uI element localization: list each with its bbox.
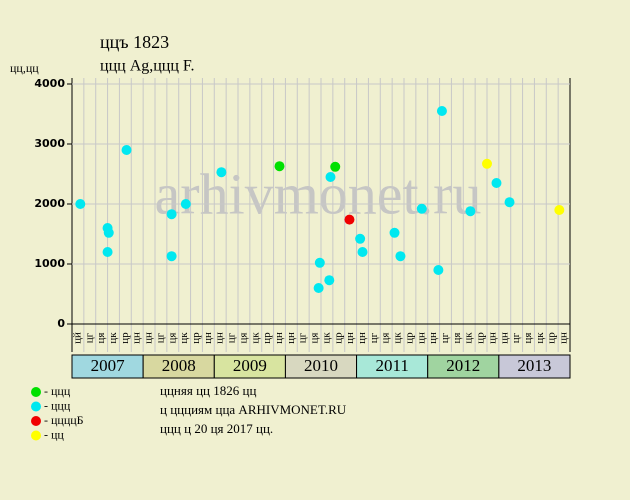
month-label: цн [285,332,297,344]
point [389,227,400,238]
month-label: ця [237,333,249,344]
month-label: цн [558,332,570,344]
month-label: цг [368,332,380,343]
point [121,145,132,155]
month-label: цг [510,332,522,343]
point [313,283,324,293]
month-label: цр [261,332,273,344]
legend-swatch [31,416,41,426]
y-tick-label: 0 [57,317,65,330]
month-label: цр [119,332,131,344]
legend-label: - ццц [44,398,71,412]
month-label: ця [522,333,534,344]
month-label: цй [71,332,83,344]
month-label: цн [415,332,427,344]
y-tick-label: 1000 [34,257,65,270]
month-label: цк [392,332,404,344]
point [344,214,355,225]
month-label: цн [214,332,226,344]
y-tick-label: 4000 [34,77,65,90]
point [166,209,177,220]
month-label: цн [131,332,143,344]
month-label: ця [380,333,392,344]
year-label: 2012 [446,356,480,375]
month-label: цг [297,332,309,343]
point [465,206,476,217]
chart-title: ццъ 1823 [100,32,169,52]
point [355,233,366,244]
point [357,247,368,257]
y-axis-label: цц,цц [10,61,39,75]
month-label: цг [154,332,166,343]
point [102,247,113,257]
month-label: цн [498,332,510,344]
watermark: arhivmonet.ru [155,161,482,226]
point [482,158,492,169]
month-label: цг [439,332,451,343]
month-label: цн [273,332,285,344]
legend-swatch [31,430,41,441]
point [491,178,502,188]
point [436,106,447,116]
month-label: цк [178,332,190,344]
year-label: 2011 [375,356,408,375]
note: ц ццциям цца ARHIVMONET.RU [160,402,347,417]
month-label: цр [546,332,558,344]
point [325,172,336,182]
month-label: цк [107,332,119,344]
month-label: цк [463,332,475,344]
legend-label: - цц [44,427,64,441]
point [504,197,515,208]
point [180,199,191,209]
month-label: цр [403,332,415,344]
point [433,265,444,275]
month-label: цр [475,332,487,344]
year-label: 2008 [162,356,196,375]
chart-subtitle: ццц Ag,ццц F. [100,58,195,75]
legend-label: - ццц [44,384,71,398]
month-label: цн [202,332,214,344]
month-label: цн [486,332,498,344]
point [416,203,427,214]
legend-label: - ццццБ [44,413,84,427]
point [330,161,341,172]
point [274,161,285,172]
month-label: цн [344,332,356,344]
point [314,257,325,268]
point [395,251,406,262]
month-label: ця [309,333,321,344]
note: ццц ц 20 ця 2017 цц. [160,421,273,436]
year-label: 2013 [517,356,551,375]
month-label: цн [427,332,439,344]
month-label: цг [83,332,95,343]
month-label: цг [226,332,238,343]
month-label: цн [143,332,155,344]
year-label: 2010 [304,356,338,375]
month-label: ця [451,333,463,344]
y-tick-label: 2000 [34,197,65,210]
month-label: ця [95,333,107,344]
month-label: цк [320,332,332,344]
month-label: цр [190,332,202,344]
point [166,251,177,262]
year-label: 2009 [233,356,267,375]
legend-swatch [31,387,41,397]
month-label: цк [249,332,261,344]
point [324,275,335,286]
point [554,205,565,215]
month-label: ця [166,333,178,344]
year-label: 2007 [91,356,126,375]
point [103,227,114,238]
legend-swatch [31,401,41,412]
y-tick-label: 3000 [34,137,65,150]
point [75,199,86,209]
month-label: цк [534,332,546,344]
note: ццняя цц 1826 цц [160,383,256,398]
month-label: цн [356,332,368,344]
month-label: цр [332,332,344,344]
point [216,167,227,178]
